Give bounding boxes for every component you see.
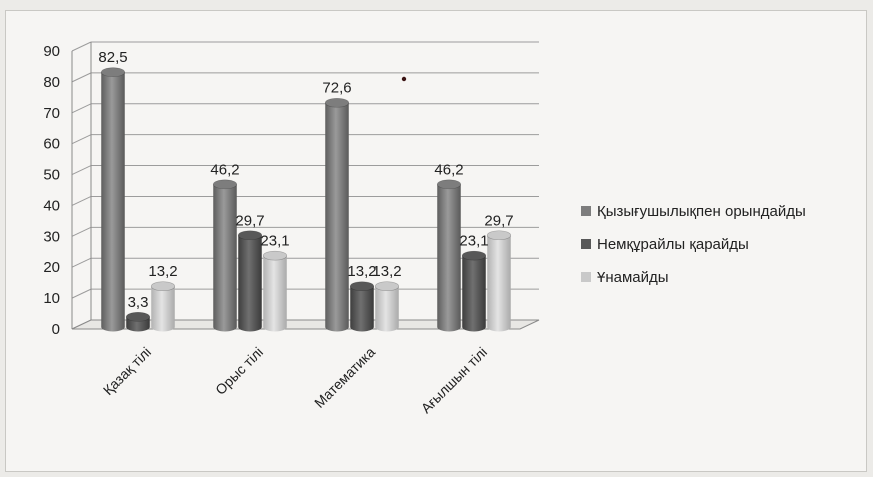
bar-body bbox=[462, 255, 486, 332]
y-tick-label: 80 bbox=[43, 74, 60, 91]
y-tick-label: 0 bbox=[52, 321, 60, 338]
x-tick-label: Математика bbox=[311, 344, 378, 411]
y-tick-label: 40 bbox=[43, 197, 60, 214]
gridline-side bbox=[71, 41, 92, 52]
bar-top bbox=[212, 179, 238, 190]
bar bbox=[436, 179, 462, 332]
data-label: 13,2 bbox=[148, 263, 177, 280]
data-label: 23,1 bbox=[459, 233, 488, 250]
legend-label: Ұнамайды bbox=[597, 269, 669, 286]
data-label: 72,6 bbox=[322, 80, 351, 97]
bar bbox=[486, 230, 512, 332]
bar-body bbox=[263, 255, 287, 332]
bar-top bbox=[262, 250, 288, 261]
bar bbox=[349, 281, 375, 332]
bar-top bbox=[100, 67, 126, 77]
gridline-side bbox=[71, 257, 92, 268]
legend-label: Қызығушылықпен орындайды bbox=[597, 203, 806, 220]
bar-top bbox=[125, 312, 151, 322]
y-tick-label: 90 bbox=[43, 43, 60, 60]
ink-dot bbox=[401, 76, 407, 82]
x-tick-label: Қазақ тілі bbox=[100, 344, 154, 398]
bar bbox=[212, 179, 238, 332]
bar bbox=[461, 250, 487, 332]
bar-top bbox=[150, 281, 176, 292]
legend-swatch bbox=[581, 272, 591, 282]
data-label: 82,5 bbox=[98, 49, 127, 66]
legend-label: Немқұрайлы қарайды bbox=[597, 236, 749, 253]
gridline-side bbox=[71, 72, 92, 83]
bar bbox=[262, 250, 288, 332]
bar-body bbox=[487, 235, 511, 332]
bar-body bbox=[350, 286, 374, 332]
bar-body bbox=[437, 184, 461, 332]
bar-body bbox=[325, 102, 349, 332]
bar-body bbox=[151, 286, 175, 332]
y-tick-label: 30 bbox=[43, 228, 60, 245]
chart-frame bbox=[5, 10, 867, 472]
bar bbox=[324, 97, 350, 332]
bar bbox=[125, 312, 151, 332]
data-label: 46,2 bbox=[210, 161, 239, 178]
legend-swatch bbox=[581, 239, 591, 249]
data-label: 29,7 bbox=[484, 212, 513, 229]
bar-top bbox=[436, 179, 462, 190]
bar bbox=[374, 281, 400, 332]
y-tick-label: 60 bbox=[43, 136, 60, 153]
legend-swatch bbox=[581, 206, 591, 216]
gridline-side bbox=[71, 195, 92, 206]
y-tick-label: 10 bbox=[43, 290, 60, 307]
data-label: 46,2 bbox=[434, 161, 463, 178]
bar-body bbox=[238, 235, 262, 332]
bar-body bbox=[375, 286, 399, 332]
x-tick-label: Ағылшын тілі bbox=[418, 344, 490, 416]
gridline-side bbox=[71, 288, 92, 299]
gridline-side bbox=[71, 134, 92, 145]
x-tick-label: Орыс тілі bbox=[212, 344, 266, 398]
y-tick-label: 20 bbox=[43, 259, 60, 276]
gridline-side bbox=[71, 226, 92, 237]
data-label: 3,3 bbox=[128, 294, 149, 311]
bar-top bbox=[324, 97, 350, 108]
bar-top bbox=[486, 230, 512, 241]
bar-top bbox=[374, 281, 400, 292]
gridline-side bbox=[71, 103, 92, 114]
bar-top bbox=[237, 230, 263, 241]
bar-top bbox=[349, 281, 375, 292]
bar-top bbox=[461, 250, 487, 261]
bar bbox=[150, 281, 176, 332]
bar-body bbox=[213, 184, 237, 332]
y-tick-label: 70 bbox=[43, 105, 60, 122]
gridline-side bbox=[71, 165, 92, 176]
data-label: 23,1 bbox=[260, 233, 289, 250]
bar bbox=[237, 230, 263, 332]
bar-body bbox=[101, 72, 125, 332]
data-label: 13,2 bbox=[347, 263, 376, 280]
data-label: 29,7 bbox=[235, 212, 264, 229]
y-tick-label: 50 bbox=[43, 167, 60, 184]
bar bbox=[100, 67, 126, 332]
data-label: 13,2 bbox=[372, 263, 401, 280]
